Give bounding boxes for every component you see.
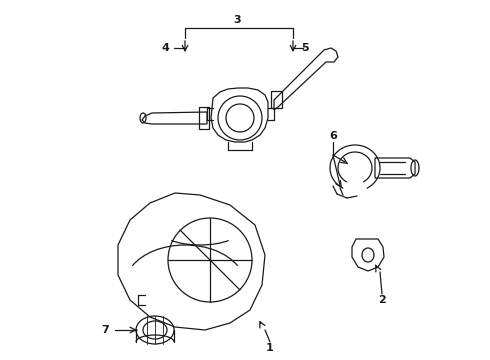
Text: 1: 1 [266,343,274,353]
Text: 7: 7 [101,325,109,335]
Text: 6: 6 [329,131,337,141]
Text: 2: 2 [378,295,386,305]
Text: 4: 4 [161,43,169,53]
Text: 5: 5 [301,43,309,53]
Text: 3: 3 [233,15,241,25]
